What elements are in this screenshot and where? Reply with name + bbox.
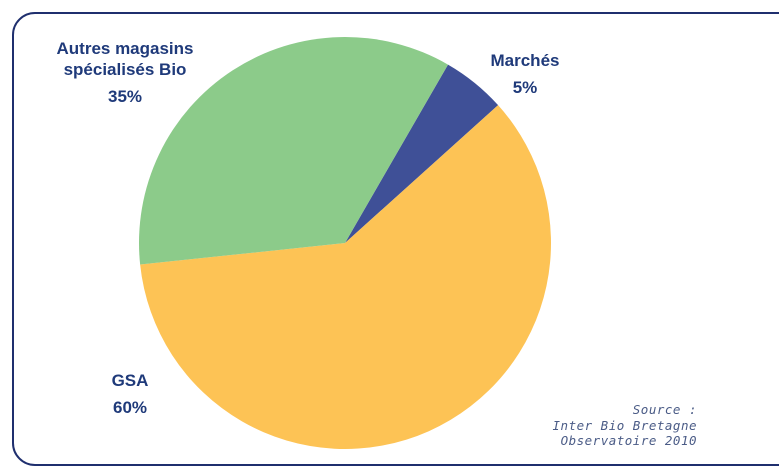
source-line: Source : xyxy=(632,402,697,417)
pie-slice xyxy=(139,36,448,265)
source-line: Observatoire 2010 xyxy=(560,433,697,448)
category-label: GSA xyxy=(111,371,149,390)
slice-label: Marchés 5% xyxy=(450,50,600,98)
category-label: Marchés xyxy=(490,51,560,70)
pie-slice xyxy=(140,105,552,450)
slice-label: GSA 60% xyxy=(80,370,180,418)
frame xyxy=(12,12,779,466)
value-label: 60% xyxy=(112,398,148,417)
source-line: Inter Bio Bretagne xyxy=(552,417,697,433)
pie-slice xyxy=(345,64,499,243)
category-label: Autres magasins spécialisés Bio xyxy=(56,39,194,79)
value-label: 5% xyxy=(512,78,538,97)
slice-label: Autres magasins spécialisés Bio 35% xyxy=(20,38,230,107)
source: Source : Inter Bio Bretagne Observatoire 2… xyxy=(553,402,697,449)
value-label: 35% xyxy=(107,87,143,106)
